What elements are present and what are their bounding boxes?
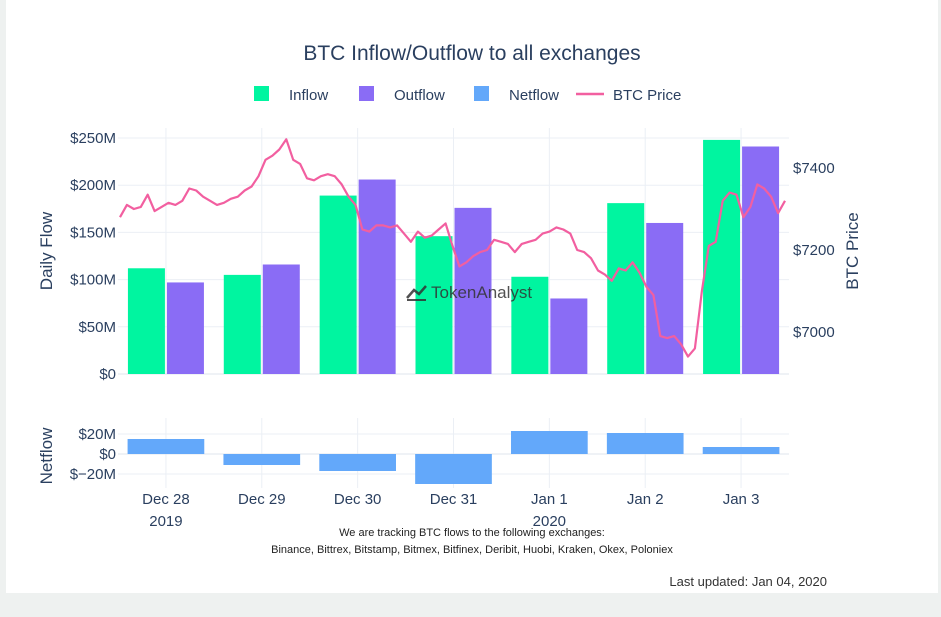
- legend-label: Inflow: [289, 87, 328, 104]
- watermark-baseline: [407, 299, 426, 301]
- netflow-bars: [127, 431, 780, 484]
- chart-title: BTC Inflow/Outflow to all exchanges: [303, 42, 640, 65]
- x-tick-label: Jan 1: [531, 491, 568, 508]
- netflow-bar: [127, 439, 205, 454]
- legend-label: Outflow: [394, 87, 445, 104]
- inflow-bar: [607, 203, 645, 374]
- last-updated: Last updated: Jan 04, 2020: [669, 574, 827, 589]
- y2-tick-label: $7200: [793, 242, 835, 259]
- legend-swatch: [474, 86, 489, 101]
- netflow-y-tick-label: $0: [99, 446, 116, 463]
- outflow-bar: [262, 264, 300, 374]
- watermark: TokenAnalyst: [406, 283, 532, 302]
- y2-tick-label: $7400: [793, 160, 835, 177]
- netflow-y-tick-label: $20M: [78, 426, 116, 443]
- legend-item-btc-price[interactable]: BTC Price: [576, 87, 681, 104]
- x-tick-label: Dec 29: [238, 491, 286, 508]
- outflow-bar: [550, 298, 588, 374]
- x-tick-sublabel: 2020: [533, 513, 566, 530]
- legend-swatch: [254, 86, 269, 101]
- chart-card: $0 $50M $100M $150M $200M $250M $20M $0 $−20M Dec…: [6, 0, 938, 593]
- y-tick-label: $0: [99, 366, 116, 383]
- outflow-bar: [166, 282, 204, 374]
- legend[interactable]: Inflow Outflow Netflow BTC Price: [254, 86, 681, 104]
- outflow-bar: [454, 207, 492, 374]
- watermark-logo-icon: [406, 285, 427, 299]
- btc-price-line-group: [119, 138, 786, 358]
- x-tick-label: Jan 2: [627, 491, 664, 508]
- inflow-bar: [319, 195, 357, 374]
- outflow-bar: [742, 146, 780, 374]
- btc-price-line: [119, 138, 786, 358]
- y-tick-label: $200M: [70, 177, 116, 194]
- x-tick-label: Dec 31: [430, 491, 478, 508]
- axis-ticks: $0 $50M $100M $150M $200M $250M $20M $0 $−20M Dec…: [70, 130, 835, 530]
- x-tick-label: Dec 30: [334, 491, 382, 508]
- y-tick-label: $50M: [78, 319, 116, 336]
- netflow-bar: [511, 431, 588, 454]
- footnote-line-2: Binance, Bittrex, Bitstamp, Bitmex, Bitf…: [271, 544, 673, 556]
- y-tick-label: $150M: [70, 224, 116, 241]
- inflow-bar: [415, 236, 453, 374]
- y-tick-label: $100M: [70, 272, 116, 289]
- netflow-y-tick-label: $−20M: [70, 466, 116, 483]
- y-axis-label-netflow: Netflow: [37, 427, 56, 484]
- outflow-bar: [358, 179, 396, 374]
- inflow-bar: [703, 139, 741, 374]
- flow-chart: $0 $50M $100M $150M $200M $250M $20M $0 $−20M Dec…: [37, 42, 862, 589]
- netflow-bar: [319, 454, 396, 471]
- y2-axis-label-btc-price: BTC Price: [843, 212, 862, 289]
- inflow-bar: [511, 276, 549, 374]
- inflow-bar: [223, 274, 261, 374]
- legend-item-outflow[interactable]: Outflow: [359, 86, 445, 104]
- inflow-bar: [127, 268, 165, 374]
- netflow-bar: [606, 433, 684, 454]
- legend-item-netflow[interactable]: Netflow: [474, 86, 559, 104]
- x-tick-sublabel: 2019: [149, 513, 182, 530]
- legend-label: BTC Price: [613, 87, 681, 104]
- netflow-bar: [702, 447, 780, 454]
- y-tick-label: $250M: [70, 130, 116, 147]
- main-bars: [127, 139, 780, 374]
- outflow-bar: [646, 222, 684, 374]
- watermark-text: TokenAnalyst: [431, 283, 532, 302]
- x-tick-label: Dec 28: [142, 491, 190, 508]
- legend-swatch: [359, 86, 374, 101]
- legend-label: Netflow: [509, 87, 559, 104]
- y2-tick-label: $7000: [793, 324, 835, 341]
- legend-item-inflow[interactable]: Inflow: [254, 86, 328, 104]
- footnote-line-1: We are tracking BTC flows to the followi…: [339, 527, 605, 539]
- y-axis-label-daily-flow: Daily Flow: [37, 211, 56, 290]
- netflow-bar: [415, 454, 492, 484]
- x-tick-label: Jan 3: [723, 491, 760, 508]
- netflow-bar: [223, 454, 301, 465]
